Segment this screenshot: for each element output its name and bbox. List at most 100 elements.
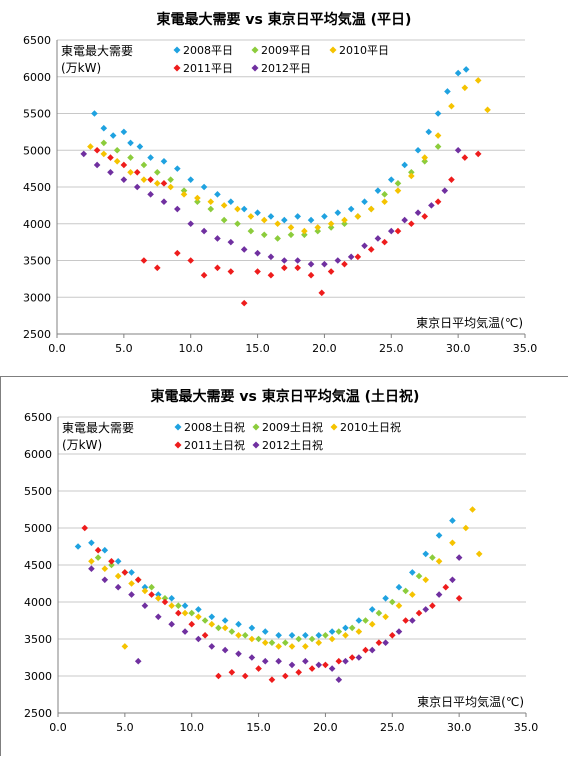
data-point [395, 583, 403, 591]
data-point [260, 216, 268, 224]
data-point [469, 506, 476, 513]
data-point [381, 191, 388, 198]
data-point [174, 205, 181, 213]
data-point [127, 139, 134, 147]
data-point [421, 213, 429, 220]
data-point [208, 643, 216, 650]
y-tick-label: 4500 [24, 559, 52, 572]
x-tick-label: 0.0 [48, 342, 66, 355]
data-point [484, 106, 491, 114]
data-point [315, 661, 323, 669]
y-axis-unit: (万kW) [61, 61, 101, 75]
data-point [133, 169, 141, 176]
data-point [401, 161, 408, 169]
legend-marker [173, 46, 181, 54]
data-point [88, 558, 95, 565]
data-point [315, 639, 323, 646]
y-tick-label: 5000 [23, 144, 51, 157]
data-point [308, 635, 316, 643]
data-point [168, 602, 175, 609]
data-point [248, 654, 256, 661]
data-point [121, 643, 129, 650]
data-point [425, 128, 433, 136]
data-point [302, 657, 309, 665]
data-point [381, 238, 388, 246]
data-point [134, 657, 142, 665]
data-point [368, 646, 376, 654]
data-point [261, 628, 269, 635]
data-point [428, 202, 435, 209]
data-point [248, 624, 256, 632]
data-point [335, 657, 343, 665]
data-point [187, 176, 195, 183]
data-point [228, 669, 236, 676]
data-point [362, 617, 369, 624]
data-point [100, 124, 108, 132]
data-point [295, 669, 302, 676]
data-point [341, 220, 348, 228]
data-point [367, 205, 375, 213]
data-point [328, 628, 336, 635]
chart-panel-weekday: 東電最大需要 vs 東京日平均気温 (平日) 2500 3000 3500 4000 45… [0, 0, 568, 374]
data-point [274, 220, 281, 228]
data-point [287, 231, 295, 239]
data-point [382, 613, 389, 621]
data-point [327, 268, 335, 275]
data-point [227, 198, 235, 205]
x-tick-label: 35.0 [514, 721, 539, 734]
data-point [100, 150, 108, 158]
data-point [307, 260, 315, 268]
data-point [175, 609, 182, 617]
y-tick-label: 4000 [24, 596, 52, 609]
data-point [275, 643, 282, 650]
data-point [302, 643, 309, 650]
data-point [435, 532, 443, 539]
data-point [220, 216, 228, 224]
data-point [355, 654, 363, 661]
data-point [215, 624, 222, 632]
data-point [422, 606, 430, 613]
chart-title: 東電最大需要 vs 東京日平均気温 (土日祝) [151, 388, 420, 405]
data-point [368, 606, 376, 613]
data-point [94, 546, 102, 554]
data-point [107, 169, 114, 176]
data-point [408, 220, 415, 228]
data-point [128, 591, 135, 598]
y-tick-label: 3500 [23, 255, 51, 268]
data-point [220, 202, 228, 209]
legend-label: 2010平日 [339, 44, 389, 57]
data-point [335, 676, 343, 683]
data-point [153, 180, 161, 187]
data-point [121, 569, 129, 576]
data-point [234, 205, 241, 213]
x-tick-label: 10.0 [178, 342, 203, 355]
data-point [74, 543, 82, 550]
data-point [375, 639, 383, 646]
data-point [382, 595, 389, 602]
data-point [434, 198, 442, 205]
data-point [341, 216, 348, 224]
data-point [234, 220, 241, 228]
data-point [454, 146, 462, 154]
y-tick-label: 4000 [23, 218, 51, 231]
legend-label: 2012土日祝 [262, 438, 323, 452]
data-point [335, 628, 343, 635]
data-point [429, 602, 436, 609]
data-point [147, 176, 154, 183]
data-point [221, 646, 229, 654]
data-point [136, 143, 144, 150]
y-tick-label: 5500 [24, 485, 52, 498]
data-point [342, 657, 349, 665]
y-tick-label: 3000 [24, 670, 52, 683]
data-point [315, 632, 323, 639]
data-point [361, 198, 368, 205]
data-point [113, 157, 121, 165]
data-point [288, 661, 296, 669]
data-point [247, 227, 255, 235]
data-point [354, 213, 362, 220]
data-point [334, 209, 342, 217]
data-point [394, 180, 402, 187]
legend-label: 2008土日祝 [184, 420, 245, 434]
data-point [448, 176, 455, 183]
data-point [133, 183, 141, 191]
